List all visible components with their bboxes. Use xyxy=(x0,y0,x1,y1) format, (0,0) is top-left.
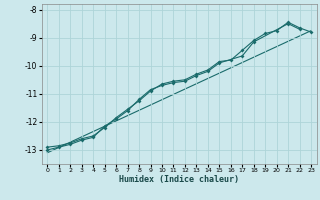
X-axis label: Humidex (Indice chaleur): Humidex (Indice chaleur) xyxy=(119,175,239,184)
